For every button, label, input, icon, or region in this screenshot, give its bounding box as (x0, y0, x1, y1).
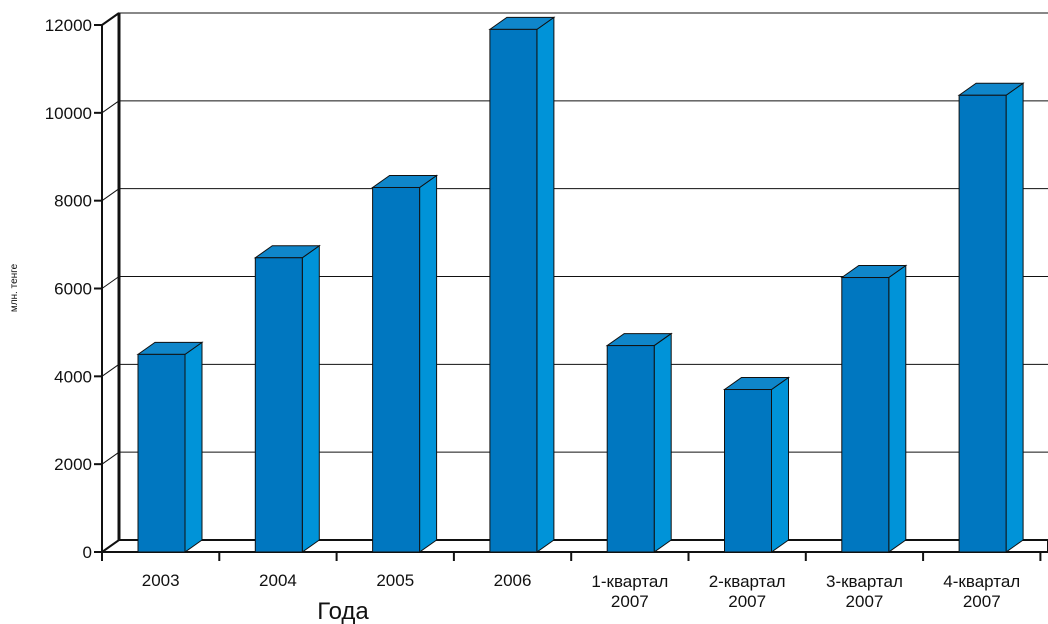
x-tick-label-line: 2005 (376, 571, 414, 590)
bar-front (724, 389, 772, 553)
y-gridline-depth (101, 363, 120, 377)
x-tick-label: 4-квартал 2007 (943, 572, 1020, 611)
bar (605, 332, 673, 553)
bar-front (372, 186, 421, 553)
y-axis-top-depth-line (101, 12, 120, 26)
x-tick-label: 2004 (259, 571, 297, 590)
bar-side (536, 16, 555, 553)
bar-front (606, 345, 655, 553)
x-tick-label-line: 2003 (142, 571, 180, 590)
x-tick-label: 2-квартал 2007 (709, 572, 786, 611)
bar-front (841, 277, 890, 553)
bar-front (958, 94, 1007, 553)
bar-series (136, 16, 1025, 553)
x-tick-label-line: 2007 (846, 592, 884, 611)
x-tick-label-line: 2007 (728, 592, 766, 611)
x-tick-label: 2006 (494, 571, 532, 590)
x-tick-label-line: 4-квартал (943, 572, 1020, 591)
x-tick-label-line: 2007 (963, 592, 1001, 611)
x-tick-label-line: 2007 (611, 592, 649, 611)
bar (253, 244, 321, 553)
x-tick-label: 2005 (376, 571, 414, 590)
y-tick-label: 4000 (54, 367, 92, 386)
chart-floor (98, 539, 1048, 553)
bar-side (1005, 82, 1024, 553)
x-tick-label-line: 1-квартал (591, 572, 668, 591)
y-gridline-depth (101, 451, 120, 465)
y-tick-label: 10000 (45, 104, 92, 123)
bar (136, 341, 204, 553)
x-axis-label: Года (317, 598, 369, 624)
tick-labels: 0 2000 4000 6000 8000 10000 12000 2003 2004 2005 2… (45, 16, 1020, 611)
y-tick-label: 6000 (54, 280, 92, 299)
bar (722, 376, 791, 553)
bar (371, 174, 439, 553)
chart-axes (94, 12, 1048, 561)
bar-front (254, 257, 303, 553)
bar-side (301, 244, 320, 553)
x-tick-label-line: 2006 (494, 571, 532, 590)
x-tick-label: 1-квартал 2007 (591, 572, 668, 611)
bar-side (419, 174, 438, 553)
y-gridline-depth (101, 100, 120, 114)
x-tick-label: 2003 (142, 571, 180, 590)
bar-side (771, 376, 789, 553)
y-tick-label: 12000 (45, 16, 92, 35)
y-tick-label: 0 (83, 543, 92, 562)
bar-front (489, 28, 538, 553)
y-gridline-depth (101, 188, 120, 202)
x-tick-label-line: 2004 (259, 571, 297, 590)
bar (488, 16, 556, 553)
y-tick-label: 2000 (54, 455, 92, 474)
y-gridline-depth (101, 276, 120, 289)
bar (957, 82, 1025, 553)
bar-side (888, 264, 907, 553)
bar-front (137, 353, 186, 553)
bar-side (184, 341, 203, 553)
x-tick-label-line: 3-квартал (826, 572, 903, 591)
bar-side (653, 332, 672, 553)
x-tick-label-line: 2-квартал (709, 572, 786, 591)
x-tick-label: 3-квартал 2007 (826, 572, 903, 611)
bar (840, 264, 908, 553)
y-axis-label: млн. тенге (9, 263, 20, 312)
y-tick-label: 8000 (54, 192, 92, 211)
